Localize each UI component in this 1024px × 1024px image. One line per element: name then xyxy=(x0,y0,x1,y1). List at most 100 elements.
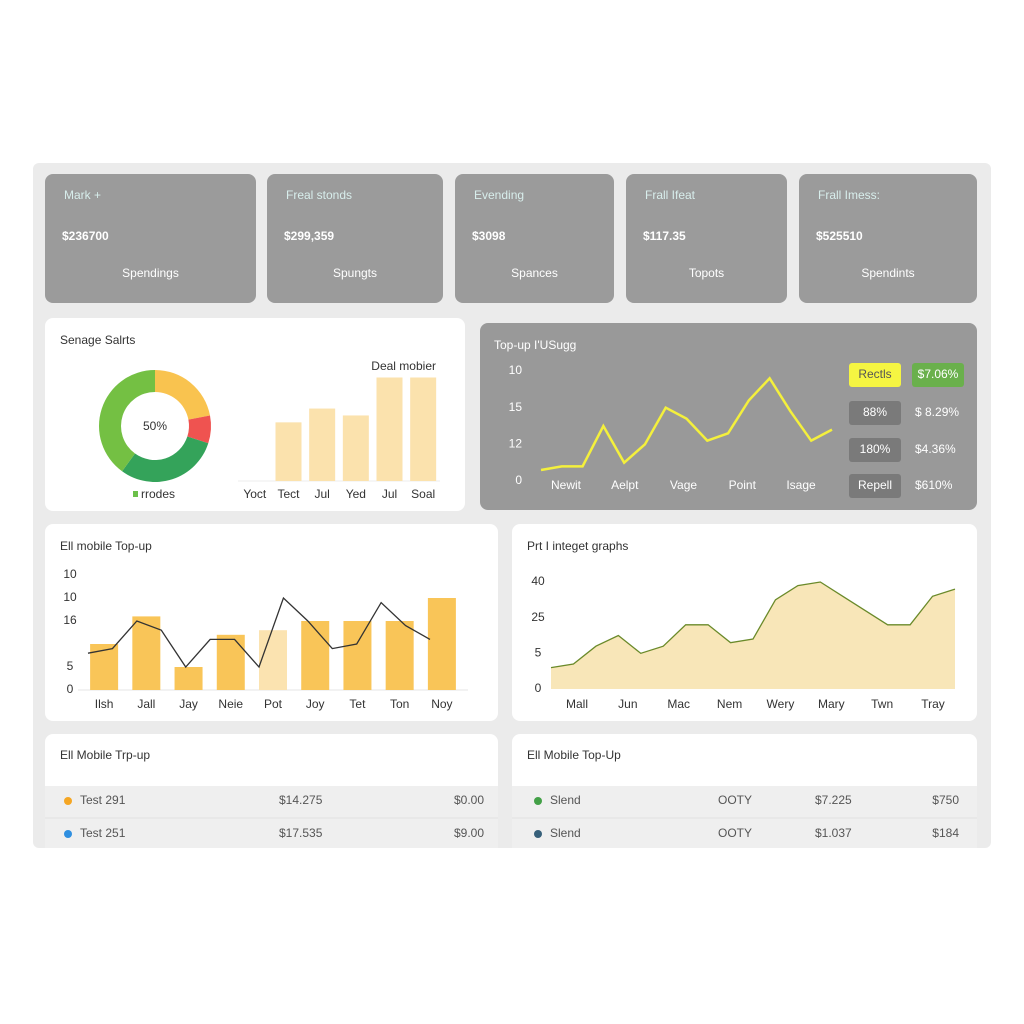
x-tick-label: Aelpt xyxy=(611,478,639,492)
x-tick-label: Soal xyxy=(411,487,435,501)
y-tick-label: 5 xyxy=(67,659,74,673)
kpi-caption: Spungts xyxy=(333,266,377,280)
x-tick-label: Nem xyxy=(717,697,742,711)
y-tick-label: 10 xyxy=(63,590,77,604)
table-cell: $14.275 xyxy=(279,793,323,807)
kpi-caption: Spances xyxy=(511,266,558,280)
x-tick-label: Jay xyxy=(179,697,198,711)
x-tick-label: Mac xyxy=(667,697,690,711)
table-cell: $7.225 xyxy=(815,793,852,807)
kpi-label: Mark + xyxy=(64,188,101,202)
bar xyxy=(342,415,369,481)
chart-label: Deal mobier xyxy=(371,359,436,373)
bar xyxy=(216,634,245,690)
bar xyxy=(132,616,161,690)
table-cell: $0.00 xyxy=(454,793,484,807)
badge xyxy=(849,401,901,425)
legend-swatch xyxy=(133,491,138,497)
bar xyxy=(385,621,414,690)
x-tick-label: Vage xyxy=(670,478,697,492)
kpi-caption: Spendints xyxy=(861,266,914,280)
bar xyxy=(301,621,330,690)
y-tick-label: 10 xyxy=(63,567,77,581)
x-tick-label: Ton xyxy=(390,697,409,711)
area-line xyxy=(550,581,956,669)
y-tick-label: 12 xyxy=(509,437,523,451)
chart-title: Senage Salrts xyxy=(60,333,135,347)
kpi-label: Frall Imess: xyxy=(818,188,880,202)
value-label: $610% xyxy=(915,478,953,492)
table-cell: $184 xyxy=(932,826,959,840)
chart-title: Ell mobile Top-up xyxy=(60,539,152,553)
badge xyxy=(849,438,901,462)
kpi-label: Freal stonds xyxy=(286,188,352,202)
x-tick-label: Jun xyxy=(618,697,637,711)
chart-title: Prt I integet graphs xyxy=(527,539,628,553)
bar xyxy=(275,422,302,481)
table-cell: OOTY xyxy=(718,826,752,840)
row-dot xyxy=(64,797,72,805)
kpi-value: $3098 xyxy=(472,229,506,243)
bar xyxy=(427,598,456,690)
kpi-caption: Spendings xyxy=(122,266,179,280)
chart-title: Top-up I'USugg xyxy=(494,338,576,352)
y-tick-label: 5 xyxy=(535,646,542,660)
badge xyxy=(849,474,901,498)
table-cell: $750 xyxy=(932,793,959,807)
table-cell: $17.535 xyxy=(279,826,323,840)
kpi-label: Evending xyxy=(474,188,524,202)
donut-segment xyxy=(155,370,211,420)
bar xyxy=(376,377,403,481)
x-tick-label: Point xyxy=(729,478,757,492)
kpi-value: $299,359 xyxy=(284,229,334,243)
table-cell: OOTY xyxy=(718,793,752,807)
x-tick-label: Tray xyxy=(921,697,945,711)
x-tick-label: Pot xyxy=(264,697,283,711)
x-tick-label: Tet xyxy=(349,697,366,711)
row-dot xyxy=(534,797,542,805)
x-tick-label: Yed xyxy=(346,487,366,501)
table-cell: Test 291 xyxy=(80,793,126,807)
x-tick-label: Wery xyxy=(767,697,795,711)
donut-center-label: 50% xyxy=(143,419,167,433)
y-tick-label: 10 xyxy=(509,363,523,377)
y-tick-label: 0 xyxy=(67,682,74,696)
y-tick-label: 15 xyxy=(509,400,523,414)
x-tick-label: Jul xyxy=(314,487,329,501)
x-tick-label: Neie xyxy=(218,697,243,711)
table-cell: Slend xyxy=(550,826,581,840)
y-tick-label: 0 xyxy=(515,473,522,487)
area xyxy=(551,582,955,689)
table-cell: Test 251 xyxy=(80,826,126,840)
donut-segment xyxy=(187,415,212,444)
x-tick-label: Isage xyxy=(786,478,816,492)
x-tick-label: Yoct xyxy=(243,487,267,501)
x-tick-label: Twn xyxy=(871,697,893,711)
donut-segment xyxy=(122,436,209,483)
row-dot xyxy=(534,830,542,838)
badge xyxy=(912,363,964,387)
y-tick-label: 0 xyxy=(535,681,542,695)
card xyxy=(45,174,256,303)
value-label: $ 8.29% xyxy=(915,405,959,419)
card xyxy=(512,524,977,721)
bar xyxy=(259,630,287,690)
x-tick-label: Ilsh xyxy=(95,697,114,711)
kpi-value: $117.35 xyxy=(643,229,686,243)
kpi-caption: Topots xyxy=(689,266,724,280)
value-label: $7.06% xyxy=(918,367,959,381)
table-title: Ell Mobile Top-Up xyxy=(527,748,621,762)
x-tick-label: Noy xyxy=(431,697,452,711)
badge-label: 180% xyxy=(860,442,891,456)
bar xyxy=(90,644,119,690)
value-label: $4.36% xyxy=(915,442,956,456)
bar xyxy=(174,667,203,690)
y-tick-label: 40 xyxy=(531,574,545,588)
x-tick-label: Jul xyxy=(382,487,397,501)
line xyxy=(87,596,431,669)
card xyxy=(267,174,443,303)
card xyxy=(455,174,614,303)
x-tick-label: Jall xyxy=(137,697,155,711)
table-title: Ell Mobile Trp-up xyxy=(60,748,150,762)
